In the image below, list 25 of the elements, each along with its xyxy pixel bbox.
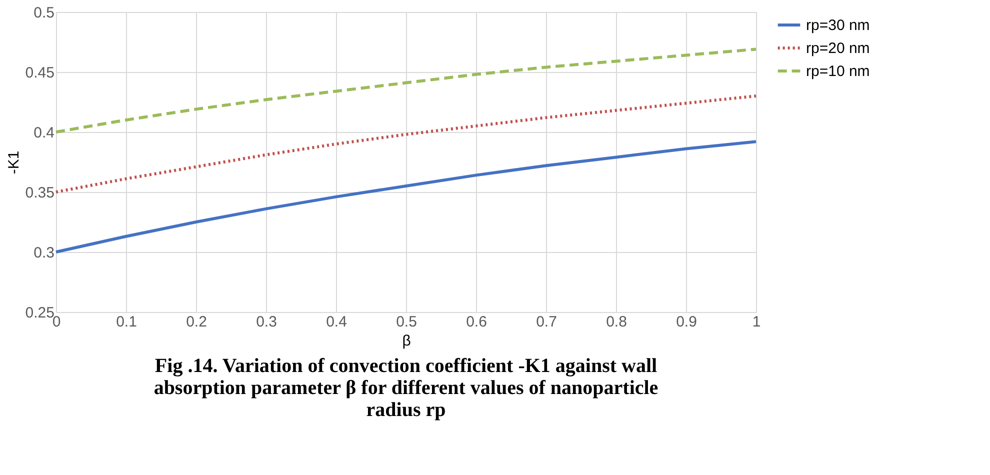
x-tick-label: 0.6 [466,314,487,330]
x-tick-label: 0.9 [676,314,697,330]
x-tick-label: 0.5 [396,314,417,330]
x-tick-label: 0.1 [116,314,137,330]
x-tick-label: 0.7 [536,314,557,330]
x-tick-label: 0.2 [186,314,207,330]
text: Fig .14. Variation of convection coefficient -K1 against wall absorption parameter β for different values of nanoparticle radius rp [154,355,658,421]
line-series [54,48,758,134]
x-axis-title: β [402,332,412,350]
legend-label: rp=20 nm [806,40,870,57]
y-tick-label: 0.25 [25,304,54,322]
x-tick-label: 0.8 [606,314,627,330]
x-tick-label: 0.4 [326,314,347,330]
legend-label: rp=30 nm [806,17,870,34]
y-tick-label: 0.35 [25,184,54,202]
y-tick-label: 0.45 [25,64,54,82]
legend-label: rp=10 nm [806,63,870,80]
x-tick-label: 0.3 [256,314,277,330]
y-tick-label: 0.5 [34,4,54,22]
y-tick-label: 0.4 [34,124,54,142]
y-axis-title: -K1 [5,150,22,174]
x-tick-label: 1 [752,314,761,330]
line-series [54,140,758,254]
line-series [54,94,758,194]
y-tick-label: 0.3 [34,244,54,262]
